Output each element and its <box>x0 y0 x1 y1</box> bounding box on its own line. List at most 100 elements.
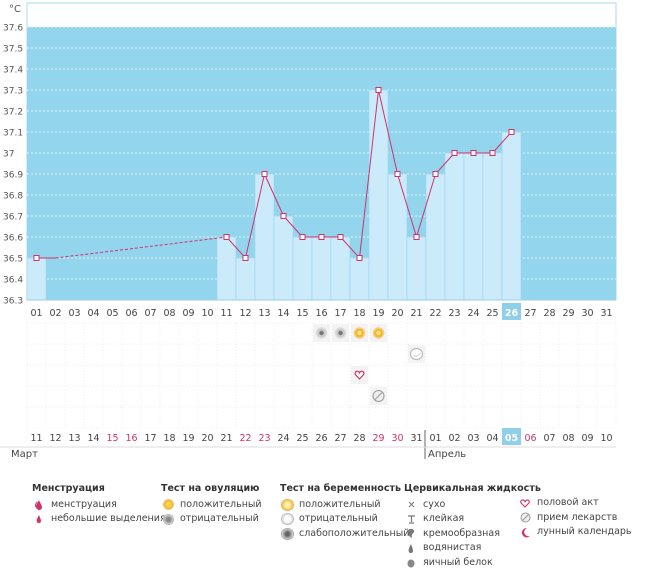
calendar-date-label: 01 <box>429 433 441 444</box>
temperature-point <box>223 234 230 240</box>
temperature-point <box>432 171 439 177</box>
dry-icon <box>404 498 418 512</box>
cycle-day-label: 08 <box>163 308 175 319</box>
temperature-point <box>375 87 382 93</box>
temperature-point <box>280 213 287 219</box>
cycle-day-label: 18 <box>353 308 365 319</box>
legend-label: менструация <box>51 498 117 510</box>
watery-icon <box>404 541 418 555</box>
cycle-day-label: 16 <box>315 308 327 319</box>
calendar-date-label: 12 <box>49 433 61 444</box>
legend-item-pregnancy-weak: слабоположительный <box>280 527 409 542</box>
legend-label: водянистая <box>423 542 482 553</box>
cycle-day-label: 12 <box>239 308 251 319</box>
temperature-point <box>413 234 420 240</box>
temperature-point <box>394 171 401 177</box>
temperature-line-segment <box>416 173 436 238</box>
temperature-point <box>318 234 325 240</box>
month-label-end: Апрель <box>428 449 466 460</box>
cycle-day-label: 26 <box>505 308 519 319</box>
pill-icon <box>518 511 532 525</box>
temperature-bar <box>463 152 484 301</box>
cycle-day-label: 19 <box>372 308 384 319</box>
cycle-day-label: 30 <box>581 308 593 319</box>
ovulation-negative-core <box>319 330 324 336</box>
legend-label: клейкая <box>423 513 465 524</box>
intercourse-marker <box>351 366 368 384</box>
y-tick-label: 37 <box>3 150 14 160</box>
heart-icon <box>518 496 532 510</box>
pregnancy-negative-shade <box>413 352 421 357</box>
temperature-bar <box>235 257 256 301</box>
cycle-day-label: 02 <box>49 308 61 319</box>
legend-label: сухо <box>423 498 446 510</box>
calendar-date-label: 03 <box>467 433 479 444</box>
calendar-date-label: 20 <box>201 433 213 444</box>
pill-divider <box>374 392 383 400</box>
sticky-icon <box>404 512 418 526</box>
cycle-day-label: 24 <box>467 308 479 319</box>
medication-marker <box>370 387 387 405</box>
legend-item-pregnancy-negative: отрицательный <box>280 512 409 527</box>
y-tick-label: 36.3 <box>3 297 23 307</box>
calendar-date-label: 11 <box>30 433 42 444</box>
temperature-point <box>451 150 458 156</box>
pregnancy-weak-icon <box>280 527 294 541</box>
cycle-day-label: 21 <box>410 308 422 319</box>
temperature-bar <box>254 173 275 301</box>
y-tick-label: 36.7 <box>3 213 23 223</box>
calendar-date-label: 18 <box>163 433 175 444</box>
legend-menstruation: Менструация менструация небольшие выделе… <box>32 482 166 527</box>
temperature-bar <box>216 236 237 301</box>
legend-other: половой акт прием лекарств лунный календ… <box>518 496 632 540</box>
calendar-date-label: 17 <box>144 433 156 444</box>
legend-item-watery: водянистая <box>404 541 541 556</box>
temperature-line-segment <box>397 173 417 238</box>
pregnancy-negative-icon <box>280 512 294 526</box>
y-tick-label: 36.5 <box>3 255 23 265</box>
temperature-dashed-gap <box>55 236 227 259</box>
calendar-date-label: 24 <box>277 433 289 444</box>
cycle-day-label: 01 <box>30 308 42 319</box>
legend-item-sticky: клейкая <box>404 512 541 527</box>
cycle-day-label: 14 <box>277 308 289 319</box>
legend-item-lunar: лунный календарь <box>518 525 632 540</box>
cycle-day-label: 13 <box>258 308 270 319</box>
legend-ovulation-title: Тест на овуляцию <box>161 483 260 494</box>
y-tick-label: 37.2 <box>3 108 23 118</box>
cycle-day-label: 23 <box>448 308 460 319</box>
calendar-date-label: 21 <box>220 433 232 444</box>
y-tick-label: 36.9 <box>3 171 23 181</box>
temperature-bar <box>482 152 503 301</box>
cycle-day-label: 27 <box>524 308 536 319</box>
temperature-bar <box>292 236 313 301</box>
temperature-point <box>508 129 515 135</box>
calendar-date-label: 08 <box>562 433 574 444</box>
legend-item-creamy: кремообразная <box>404 527 541 542</box>
cycle-day-label: 03 <box>68 308 80 319</box>
temperature-bar <box>273 215 294 301</box>
legend-cervical-title: Цервикальная жидкость <box>404 483 541 494</box>
y-axis-unit: °C <box>9 4 21 15</box>
temperature-point <box>261 171 268 177</box>
ovulation-positive-marker <box>370 324 387 342</box>
temperature-point <box>33 255 40 261</box>
calendar-date-label: 06 <box>524 433 536 444</box>
legend-label: слабоположительный <box>299 527 410 539</box>
temperature-bar <box>330 236 351 301</box>
legend-cervical: Цервикальная жидкость сухо клейкая кремо… <box>404 482 541 570</box>
legend-item-intercourse: половой акт <box>518 496 632 511</box>
temperature-chart: 36.3 36.4 36.5 36.6 36.7 36.8 36.9 37 37.1 37.2 37… <box>0 2 617 460</box>
temperature-bar <box>387 173 408 301</box>
calendar-date-label: 25 <box>296 433 308 444</box>
cycle-day-label: 29 <box>562 308 574 319</box>
calendar-date-label: 10 <box>600 433 612 444</box>
legend-item-ovulation-negative: отрицательный <box>161 512 262 527</box>
pregnancy-negative-icon <box>409 347 424 361</box>
cycle-day-label: 17 <box>334 308 346 319</box>
legend-label: кремообразная <box>423 527 500 539</box>
legend-label: отрицательный <box>299 513 378 524</box>
temperature-bar <box>349 257 370 301</box>
egg-white-icon <box>404 556 418 570</box>
current-date-highlight <box>502 428 521 445</box>
